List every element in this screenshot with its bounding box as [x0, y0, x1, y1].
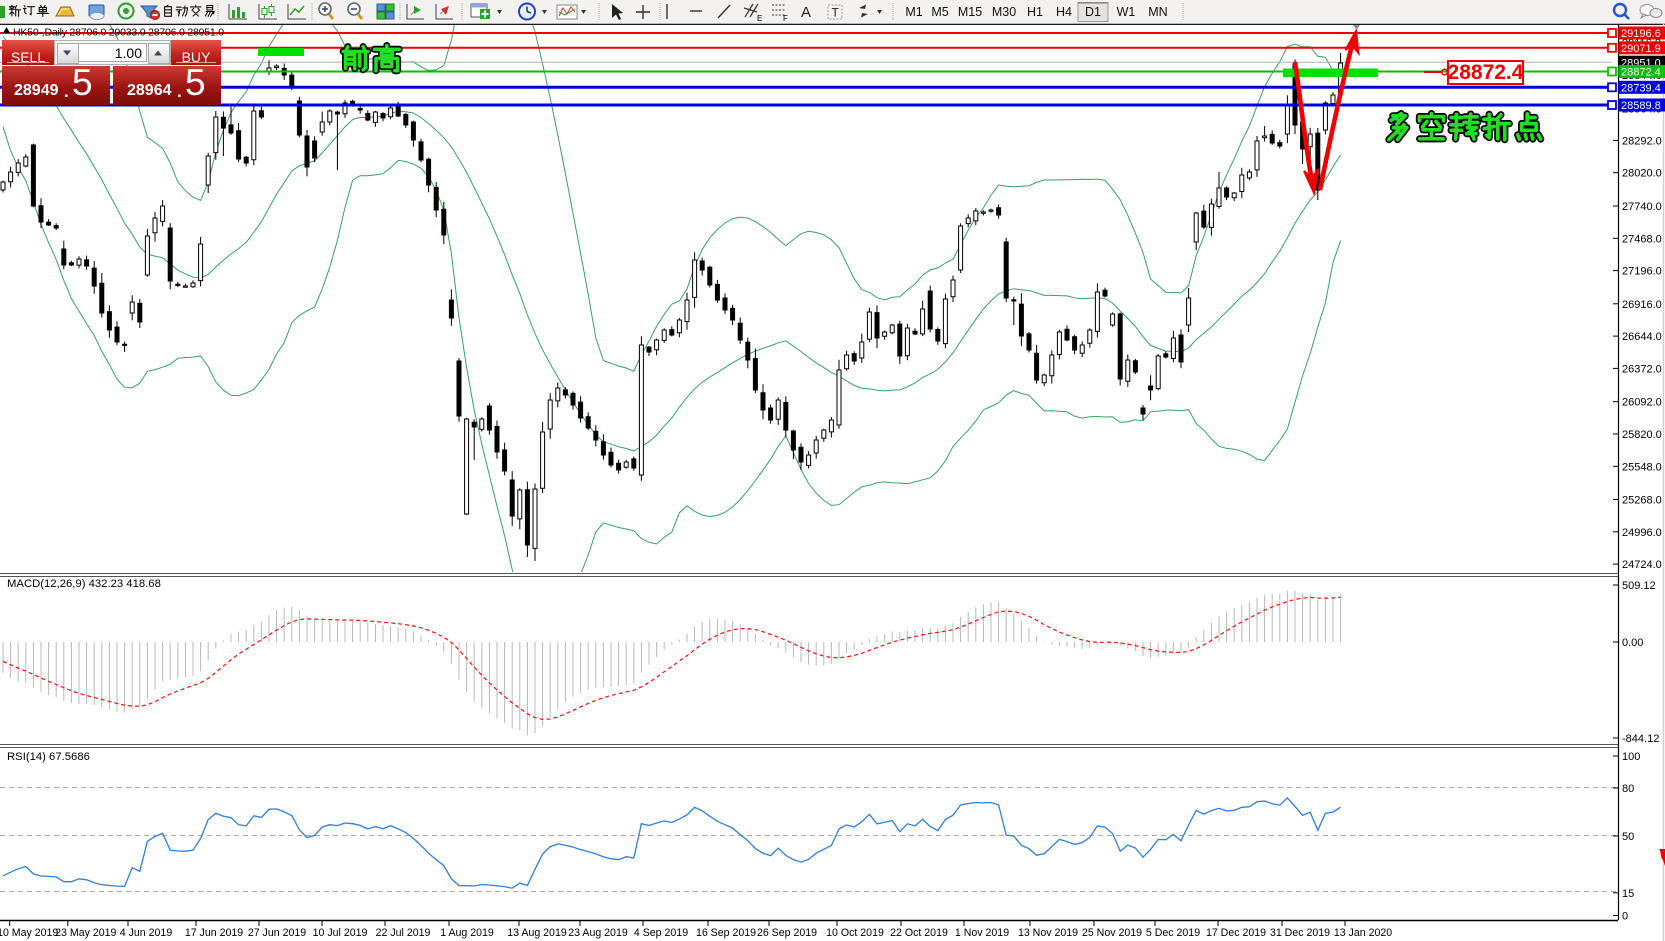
- svg-text:22 Oct 2019: 22 Oct 2019: [890, 927, 948, 939]
- svg-text:23 May 2019: 23 May 2019: [55, 927, 116, 939]
- svg-text:RSI(14) 67.5686: RSI(14) 67.5686: [7, 751, 90, 763]
- svg-text:80: 80: [1622, 783, 1634, 795]
- svg-text:M5: M5: [931, 5, 948, 19]
- svg-text:10 May 2019: 10 May 2019: [0, 927, 58, 939]
- svg-text:25 Nov 2019: 25 Nov 2019: [1082, 927, 1142, 939]
- svg-text:24996.0: 24996.0: [1622, 527, 1662, 539]
- svg-text:25268.0: 25268.0: [1622, 495, 1662, 507]
- svg-text:MACD(12,26,9) 432.23 418.68: MACD(12,26,9) 432.23 418.68: [7, 578, 161, 590]
- svg-text:50: 50: [1622, 831, 1634, 843]
- svg-text:27 Jun 2019: 27 Jun 2019: [248, 927, 306, 939]
- svg-text:24724.0: 24724.0: [1622, 559, 1662, 571]
- svg-text:31 Dec 2019: 31 Dec 2019: [1270, 927, 1330, 939]
- svg-text:13 Aug 2019: 13 Aug 2019: [507, 927, 567, 939]
- svg-text:W1: W1: [1117, 5, 1136, 19]
- svg-text:0.00: 0.00: [1622, 637, 1643, 649]
- svg-text:16 Sep 2019: 16 Sep 2019: [696, 927, 756, 939]
- svg-text:MN: MN: [1148, 5, 1167, 19]
- svg-text:M1: M1: [905, 5, 922, 19]
- svg-text:26 Sep 2019: 26 Sep 2019: [757, 927, 817, 939]
- svg-text:M15: M15: [958, 5, 982, 19]
- svg-text:28292.0: 28292.0: [1622, 135, 1662, 147]
- svg-text:26092.0: 26092.0: [1622, 397, 1662, 409]
- svg-text:23 Aug 2019: 23 Aug 2019: [568, 927, 628, 939]
- svg-text:-844.12: -844.12: [1622, 733, 1659, 745]
- svg-text:13 Nov 2019: 13 Nov 2019: [1018, 927, 1078, 939]
- svg-text:29071.9: 29071.9: [1621, 43, 1661, 55]
- svg-text:HK50-,Daily 28706.0 29033.0 2: HK50-,Daily 28706.0 29033.0 28706.0 2895…: [13, 27, 224, 39]
- svg-text:28739.4: 28739.4: [1621, 83, 1661, 95]
- svg-text:28589.8: 28589.8: [1621, 100, 1661, 112]
- svg-text:1 Aug 2019: 1 Aug 2019: [440, 927, 494, 939]
- svg-text:25548.0: 25548.0: [1622, 461, 1662, 473]
- svg-text:26644.0: 26644.0: [1622, 331, 1662, 343]
- svg-text:E: E: [757, 14, 762, 23]
- svg-text:25820.0: 25820.0: [1622, 429, 1662, 441]
- svg-text:13 Jan 2020: 13 Jan 2020: [1334, 927, 1392, 939]
- svg-text:4 Jun 2019: 4 Jun 2019: [120, 927, 173, 939]
- svg-text:D1: D1: [1085, 5, 1101, 19]
- svg-text:10 Jul 2019: 10 Jul 2019: [313, 927, 368, 939]
- svg-text:22 Jul 2019: 22 Jul 2019: [376, 927, 431, 939]
- svg-text:28020.0: 28020.0: [1622, 168, 1662, 180]
- svg-text:28872.4: 28872.4: [1448, 61, 1524, 84]
- svg-text:1 Nov 2019: 1 Nov 2019: [955, 927, 1009, 939]
- svg-text:27196.0: 27196.0: [1622, 266, 1662, 278]
- svg-text:10 Oct 2019: 10 Oct 2019: [826, 927, 884, 939]
- svg-text:A: A: [801, 4, 811, 21]
- svg-text:100: 100: [1622, 751, 1640, 763]
- svg-text:509.12: 509.12: [1622, 580, 1656, 592]
- svg-text:27740.0: 27740.0: [1622, 201, 1662, 213]
- svg-text:F: F: [783, 14, 788, 23]
- svg-text:H4: H4: [1056, 5, 1072, 19]
- svg-text:17 Dec 2019: 17 Dec 2019: [1206, 927, 1266, 939]
- svg-text:H1: H1: [1027, 5, 1043, 19]
- svg-text:17 Jun 2019: 17 Jun 2019: [185, 927, 243, 939]
- svg-text:0: 0: [1622, 911, 1628, 923]
- svg-text:M30: M30: [992, 5, 1016, 19]
- svg-text:5 Dec 2019: 5 Dec 2019: [1146, 927, 1200, 939]
- svg-text:T: T: [832, 6, 840, 20]
- svg-text:26916.0: 26916.0: [1622, 299, 1662, 311]
- svg-text:4 Sep 2019: 4 Sep 2019: [634, 927, 688, 939]
- svg-text:15: 15: [1622, 888, 1634, 900]
- svg-text:29196.6: 29196.6: [1621, 28, 1661, 40]
- svg-text:27468.0: 27468.0: [1622, 233, 1662, 245]
- svg-text:26372.0: 26372.0: [1622, 363, 1662, 375]
- svg-text:28872.4: 28872.4: [1621, 67, 1661, 79]
